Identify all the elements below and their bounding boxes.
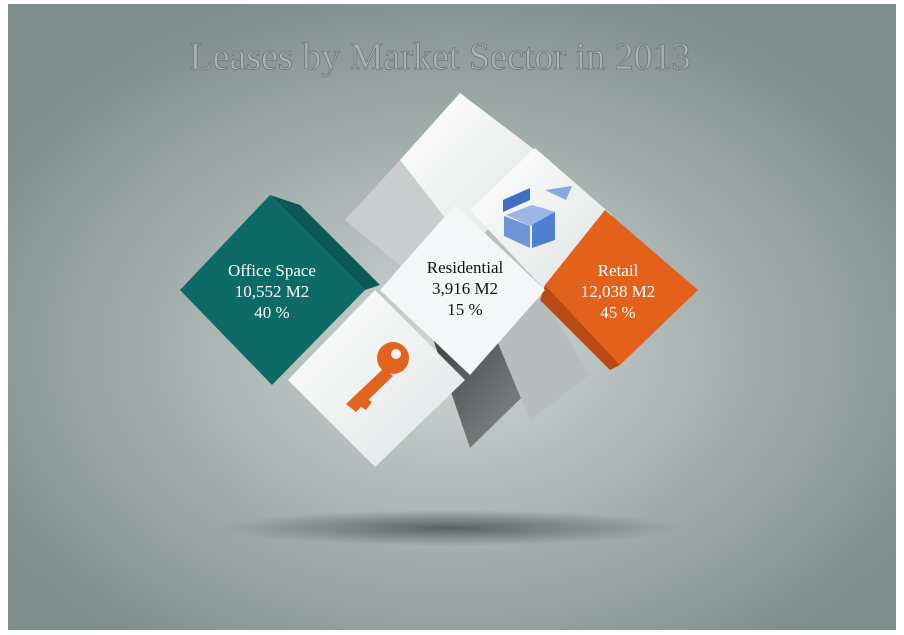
sector-share: 40 % xyxy=(254,303,289,322)
sector-area: 3,916 M2 xyxy=(432,279,498,298)
sector-tile xyxy=(545,210,698,365)
sector-tile-side xyxy=(540,285,620,370)
box-icon xyxy=(503,186,572,248)
sector-label: Retail xyxy=(598,261,639,280)
key-hole xyxy=(391,349,401,359)
sector-share: 15 % xyxy=(447,300,482,319)
sector-tile xyxy=(380,205,545,375)
shadow xyxy=(220,510,680,546)
title: Leases by Market Sector in 2013 xyxy=(189,36,690,78)
sector-tile xyxy=(180,195,365,385)
sector-tile-side xyxy=(270,195,380,290)
sector-share: 45 % xyxy=(600,303,635,322)
sector-label: Residential xyxy=(427,258,504,277)
sector-area: 12,038 M2 xyxy=(581,282,656,301)
sector-area: 10,552 M2 xyxy=(235,282,310,301)
tile xyxy=(400,93,548,250)
sector-label: Office Space xyxy=(228,261,316,280)
